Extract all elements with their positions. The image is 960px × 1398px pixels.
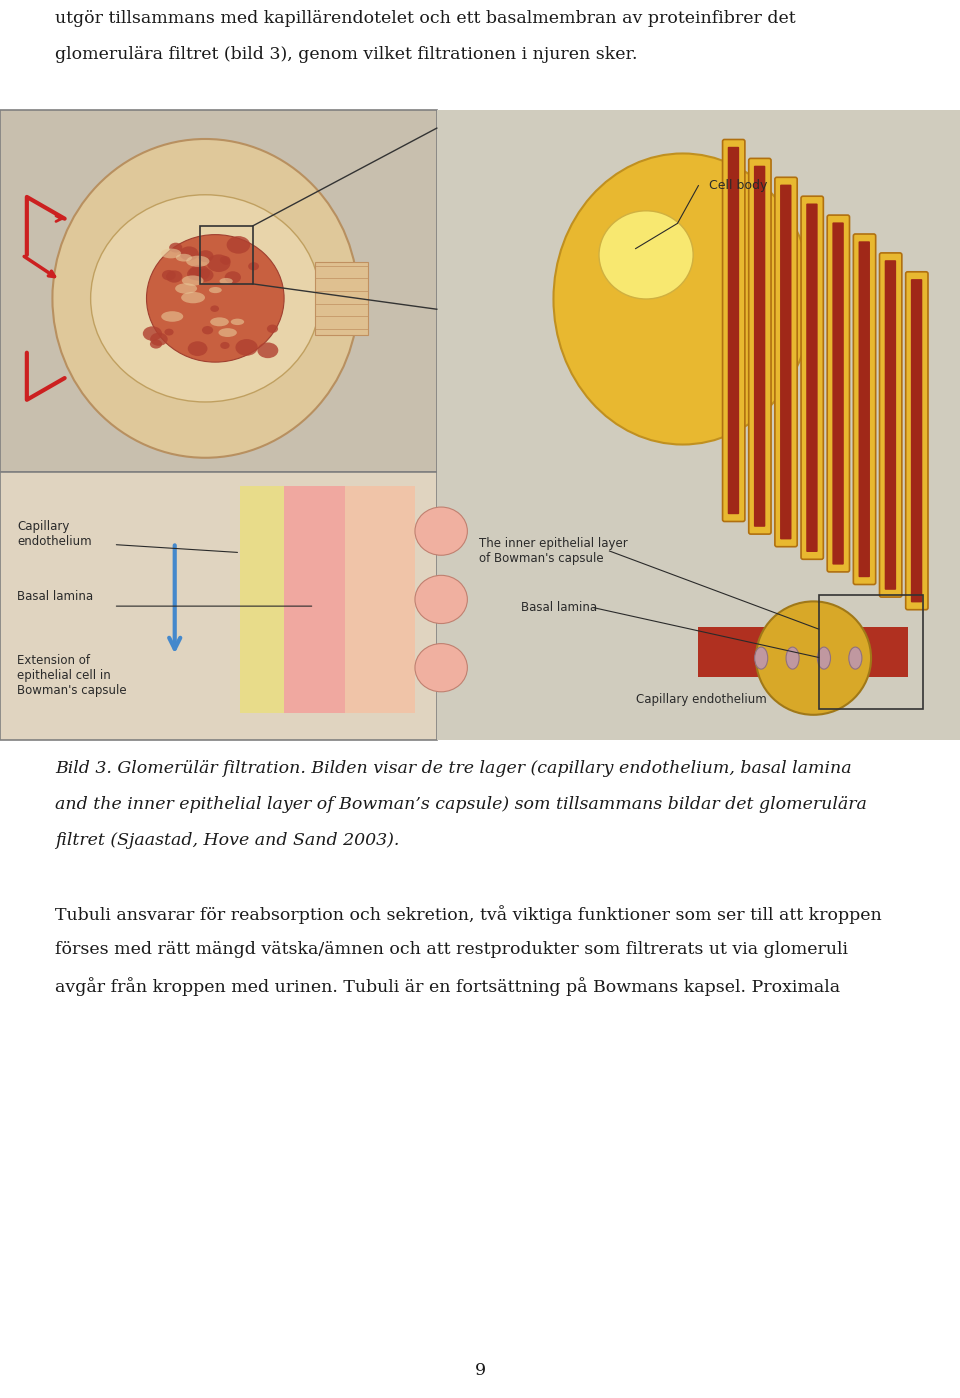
Bar — [284, 485, 345, 713]
Bar — [0, 110, 437, 473]
Bar — [316, 263, 368, 334]
Ellipse shape — [150, 333, 168, 345]
Ellipse shape — [188, 341, 207, 356]
FancyBboxPatch shape — [832, 222, 844, 565]
Ellipse shape — [222, 259, 230, 266]
Bar — [698, 626, 908, 677]
Ellipse shape — [90, 194, 320, 403]
Ellipse shape — [415, 576, 468, 624]
Ellipse shape — [150, 340, 162, 348]
Ellipse shape — [181, 292, 205, 303]
Ellipse shape — [186, 256, 209, 267]
Ellipse shape — [164, 329, 174, 336]
Ellipse shape — [202, 326, 213, 334]
Ellipse shape — [817, 647, 830, 670]
Bar — [0, 110, 960, 740]
Text: 9: 9 — [474, 1362, 486, 1378]
FancyBboxPatch shape — [723, 140, 745, 521]
Ellipse shape — [415, 507, 468, 555]
FancyBboxPatch shape — [885, 260, 896, 590]
Bar — [437, 110, 960, 740]
Ellipse shape — [554, 154, 812, 445]
Ellipse shape — [175, 284, 197, 294]
FancyBboxPatch shape — [775, 178, 797, 547]
Bar — [819, 596, 924, 709]
Ellipse shape — [220, 256, 230, 264]
Text: Cell body: Cell body — [708, 179, 767, 192]
Bar — [345, 485, 415, 713]
Text: Basal lamina: Basal lamina — [520, 601, 596, 614]
Ellipse shape — [180, 246, 199, 260]
Text: Extension of
epithelial cell in
Bowman's capsule: Extension of epithelial cell in Bowman's… — [17, 654, 127, 698]
Ellipse shape — [219, 329, 237, 337]
FancyBboxPatch shape — [828, 215, 850, 572]
Bar — [240, 485, 284, 713]
Ellipse shape — [849, 647, 862, 670]
FancyBboxPatch shape — [728, 147, 739, 514]
Text: glomerulära filtret (bild 3), genom vilket filtrationen i njuren sker.: glomerulära filtret (bild 3), genom vilk… — [55, 46, 637, 63]
FancyBboxPatch shape — [801, 196, 824, 559]
Ellipse shape — [220, 278, 232, 284]
FancyBboxPatch shape — [911, 280, 923, 603]
Ellipse shape — [143, 326, 162, 341]
Ellipse shape — [210, 305, 219, 312]
Ellipse shape — [160, 249, 181, 259]
Ellipse shape — [220, 343, 229, 350]
Ellipse shape — [210, 317, 228, 326]
Ellipse shape — [181, 275, 204, 285]
Ellipse shape — [166, 270, 182, 282]
Ellipse shape — [196, 268, 213, 282]
FancyBboxPatch shape — [853, 233, 876, 584]
FancyBboxPatch shape — [754, 166, 765, 527]
Ellipse shape — [230, 319, 244, 326]
Ellipse shape — [267, 324, 278, 333]
Ellipse shape — [189, 264, 210, 281]
Ellipse shape — [415, 643, 468, 692]
Ellipse shape — [755, 647, 768, 670]
FancyBboxPatch shape — [806, 204, 818, 552]
FancyBboxPatch shape — [858, 242, 870, 577]
FancyBboxPatch shape — [879, 253, 901, 597]
Text: avgår från kroppen med urinen. Tubuli är en fortsättning på Bowmans kapsel. Prox: avgår från kroppen med urinen. Tubuli är… — [55, 977, 840, 995]
FancyBboxPatch shape — [780, 185, 791, 540]
Ellipse shape — [161, 312, 183, 322]
Ellipse shape — [162, 270, 176, 281]
Text: utgör tillsammans med kapillärendotelet och ett basalmembran av proteinfibrer de: utgör tillsammans med kapillärendotelet … — [55, 10, 796, 27]
Ellipse shape — [248, 263, 259, 270]
Text: förses med rätt mängd vätska/ämnen och att restprodukter som filtrerats ut via g: förses med rätt mängd vätska/ämnen och a… — [55, 941, 848, 958]
FancyBboxPatch shape — [905, 271, 928, 610]
Ellipse shape — [786, 647, 799, 670]
Text: Capillary
endothelium: Capillary endothelium — [17, 520, 92, 548]
Text: and the inner epithelial layer of Bowman’s capsule) som tillsammans bildar det g: and the inner epithelial layer of Bowman… — [55, 795, 867, 814]
FancyBboxPatch shape — [749, 158, 771, 534]
Text: filtret (Sjaastad, Hove and Sand 2003).: filtret (Sjaastad, Hove and Sand 2003). — [55, 832, 399, 849]
Bar — [201, 226, 252, 284]
Ellipse shape — [209, 287, 222, 294]
Ellipse shape — [176, 254, 192, 261]
Ellipse shape — [53, 138, 358, 457]
Ellipse shape — [169, 243, 182, 253]
Text: Capillary endothelium: Capillary endothelium — [636, 692, 766, 706]
Text: Bild 3. Glomerülär filtration. Bilden visar de tre lager (capillary endothelium,: Bild 3. Glomerülär filtration. Bilden vi… — [55, 761, 852, 777]
Bar — [0, 473, 437, 740]
Ellipse shape — [257, 343, 278, 358]
Ellipse shape — [225, 271, 241, 284]
Ellipse shape — [198, 250, 213, 263]
Text: The inner epithelial layer
of Bowman's capsule: The inner epithelial layer of Bowman's c… — [479, 537, 628, 565]
Ellipse shape — [235, 340, 257, 355]
Ellipse shape — [227, 236, 251, 253]
Ellipse shape — [599, 211, 693, 299]
Ellipse shape — [147, 235, 284, 362]
Text: Basal lamina: Basal lamina — [17, 590, 93, 603]
Ellipse shape — [756, 601, 871, 714]
Text: Tubuli ansvarar för reabsorption och sekretion, två viktiga funktioner som ser t: Tubuli ansvarar för reabsorption och sek… — [55, 905, 881, 924]
Ellipse shape — [187, 267, 204, 280]
Ellipse shape — [207, 254, 230, 273]
